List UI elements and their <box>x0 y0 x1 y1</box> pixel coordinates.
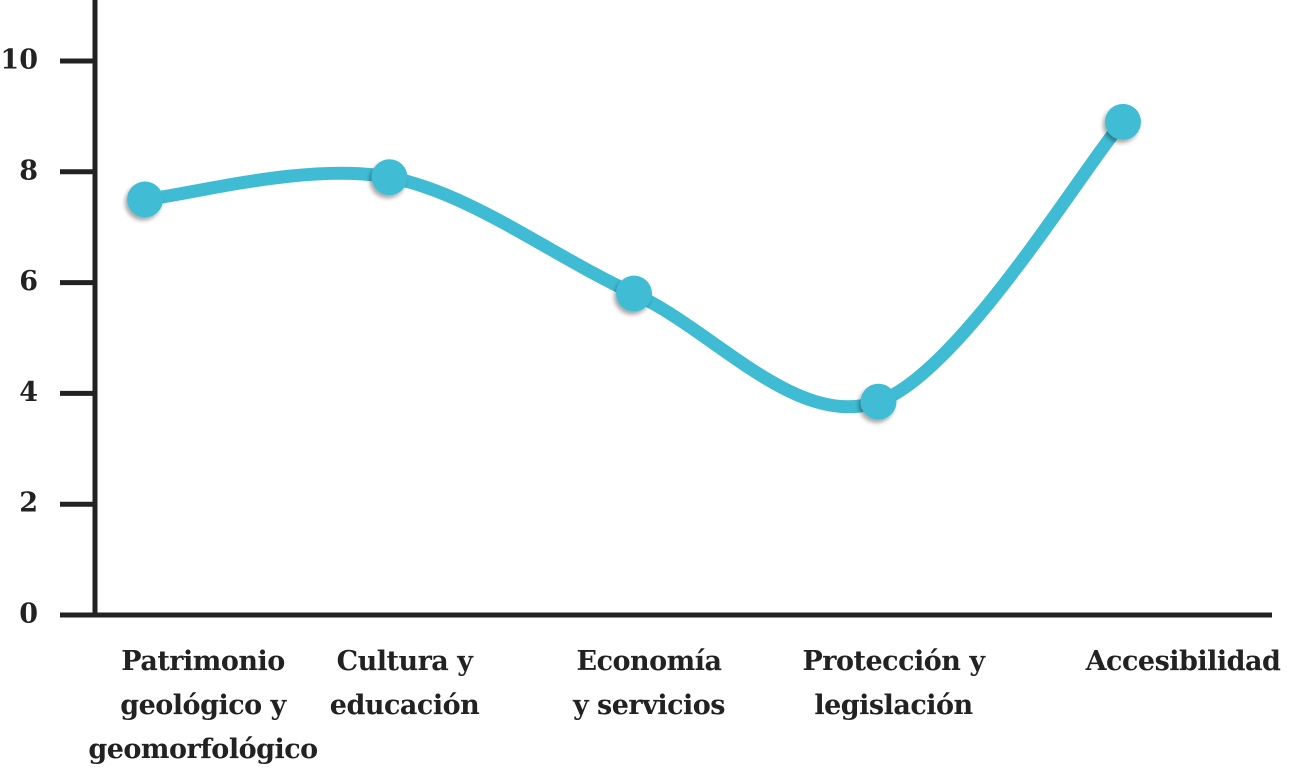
x-tick-label: Accesibilidad <box>1085 646 1281 677</box>
data-point <box>127 181 163 218</box>
y-tick-label: 2 <box>19 488 38 519</box>
y-tick-label: 0 <box>19 599 38 630</box>
x-tick-label: Patrimonio geológico y geomorfológico <box>88 646 318 765</box>
data-point <box>1105 103 1141 140</box>
x-tick-label: Protección y legislación <box>802 646 985 721</box>
series-line <box>138 115 1130 414</box>
y-tick-label: 10 <box>0 44 38 75</box>
y-tick-label: 4 <box>19 377 38 408</box>
y-tick-label: 6 <box>19 266 38 297</box>
x-tick-label: Economía y servicios <box>572 646 726 721</box>
x-tick-label: Cultura y educación <box>329 646 480 721</box>
data-point <box>371 159 408 196</box>
y-tick-label: 8 <box>19 155 38 186</box>
data-point <box>616 275 652 312</box>
data-point <box>860 383 897 420</box>
